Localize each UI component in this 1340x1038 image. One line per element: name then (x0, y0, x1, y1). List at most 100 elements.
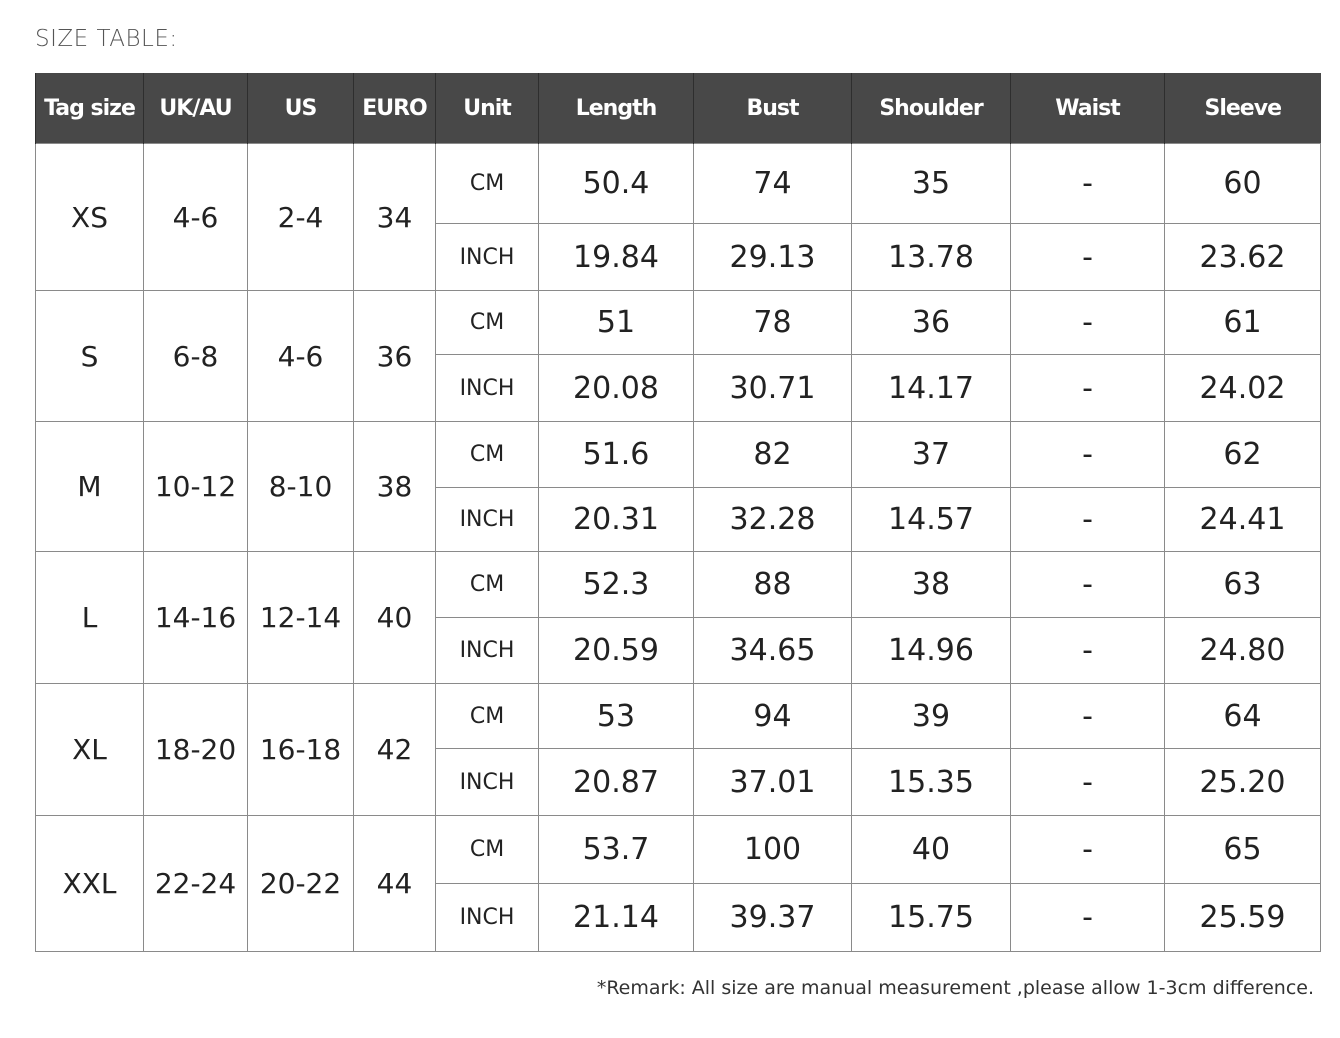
table-cell: 4-6 (247, 290, 354, 422)
table-cell: 16-18 (247, 683, 354, 816)
table-cell: S (35, 290, 144, 422)
table-cell: 53 (538, 683, 694, 749)
table-cell: 14.57 (851, 487, 1011, 552)
column-header: Unit (435, 73, 539, 144)
table-cell: 74 (693, 143, 852, 224)
unit-cell: INCH (435, 617, 539, 684)
table-cell: 60 (1164, 143, 1321, 224)
unit-cell: INCH (435, 354, 539, 422)
table-cell: 14-16 (143, 551, 248, 684)
table-cell: 62 (1164, 421, 1321, 488)
table-cell: 20.08 (538, 354, 694, 422)
table-cell: 15.75 (851, 883, 1011, 952)
table-cell: 40 (851, 815, 1011, 884)
column-header: Sleeve (1164, 73, 1321, 144)
table-cell: 39.37 (693, 883, 852, 952)
unit-cell: INCH (435, 487, 539, 552)
table-cell: 20-22 (247, 815, 354, 952)
table-cell: 22-24 (143, 815, 248, 952)
table-cell: 14.96 (851, 617, 1011, 684)
table-row: INCH 20.59 34.65 14.96-24.80 (36, 617, 1321, 684)
table-cell: - (1010, 290, 1165, 355)
table-cell: 25.59 (1164, 883, 1321, 952)
table-cell: 38 (353, 421, 436, 552)
table-cell: - (1010, 487, 1165, 552)
column-header: Length (538, 73, 694, 144)
table-row: INCH 20.31 32.28 14.57-24.41 (36, 487, 1321, 552)
table-cell: L (35, 551, 144, 684)
table-cell: 14.17 (851, 354, 1011, 422)
column-header: US (247, 73, 354, 144)
unit-cell: CM (435, 143, 539, 224)
table-cell: 53.7 (538, 815, 694, 884)
table-cell: 42 (353, 683, 436, 816)
table-cell: 24.80 (1164, 617, 1321, 684)
unit-cell: INCH (435, 883, 539, 952)
table-cell: 94 (693, 683, 852, 749)
unit-cell: INCH (435, 223, 539, 291)
page-title: SIZE TABLE: (35, 26, 178, 52)
table-cell: 20.87 (538, 748, 694, 816)
table-cell: 20.31 (538, 487, 694, 552)
table-row: XS 4-6 2-4 34 CM 50.4 74 35-60 (35, 143, 1321, 291)
table-cell: 8-10 (247, 421, 354, 552)
table-cell: - (1010, 748, 1165, 816)
table-cell: - (1010, 223, 1165, 291)
unit-cell: INCH (435, 748, 539, 816)
table-cell: - (1010, 683, 1165, 749)
size-table: Tag size UK/AU US EURO Unit Length Bust Shoulde… (35, 73, 1321, 952)
table-cell: 18-20 (143, 683, 248, 816)
table-row: INCH 21.14 39.37 15.75-25.59 (36, 883, 1321, 952)
table-row: S 6-8 4-6 36 CM 51 78 36-61 (35, 290, 1321, 422)
table-cell: 65 (1164, 815, 1321, 884)
column-header: EURO (353, 73, 436, 144)
table-cell: XS (35, 143, 144, 291)
table-cell: 34.65 (693, 617, 852, 684)
table-cell: 24.02 (1164, 354, 1321, 422)
table-cell: XL (35, 683, 144, 816)
header-row: Tag size UK/AU US EURO Unit Length Bust Shoulde… (35, 73, 1321, 144)
table-cell: 2-4 (247, 143, 354, 291)
remark-note: *Remark: All size are manual measurement… (596, 977, 1314, 999)
column-header: Waist (1010, 73, 1165, 144)
column-header: UK/AU (143, 73, 248, 144)
table-cell: 36 (353, 290, 436, 422)
table-cell: - (1010, 551, 1165, 618)
table-cell: 4-6 (143, 143, 248, 291)
table-row: M 10-12 8-10 38 CM 51.6 82 37-62 (35, 421, 1321, 552)
unit-cell: CM (435, 421, 539, 488)
table-row: INCH 20.87 37.01 15.35-25.20 (36, 748, 1321, 816)
table-cell: 39 (851, 683, 1011, 749)
table-cell: 10-12 (143, 421, 248, 552)
table-cell: 100 (693, 815, 852, 884)
table-cell: - (1010, 354, 1165, 422)
table-row: XXL 22-24 20-22 44 CM 53.7 100 40-65 (35, 815, 1321, 952)
unit-cell: CM (435, 290, 539, 355)
table-cell: 40 (353, 551, 436, 684)
table-cell: 30.71 (693, 354, 852, 422)
table-cell: 20.59 (538, 617, 694, 684)
table-cell: 25.20 (1164, 748, 1321, 816)
table-cell: 15.35 (851, 748, 1011, 816)
table-row: INCH 20.08 30.71 14.17-24.02 (36, 354, 1321, 422)
table-cell: 44 (353, 815, 436, 952)
table-cell: 19.84 (538, 223, 694, 291)
table-cell: M (35, 421, 144, 552)
table-cell: 21.14 (538, 883, 694, 952)
table-cell: 61 (1164, 290, 1321, 355)
table-cell: 24.41 (1164, 487, 1321, 552)
table-cell: 37 (851, 421, 1011, 488)
table-cell: 29.13 (693, 223, 852, 291)
table-cell: XXL (35, 815, 144, 952)
table-cell: - (1010, 617, 1165, 684)
column-header: Bust (693, 73, 852, 144)
column-header: Tag size (35, 73, 144, 144)
unit-cell: CM (435, 683, 539, 749)
table-row: XL 18-20 16-18 42 CM 53 94 39-64 (35, 683, 1321, 816)
table-cell: 78 (693, 290, 852, 355)
table-cell: 63 (1164, 551, 1321, 618)
table-cell: - (1010, 421, 1165, 488)
table-cell: 12-14 (247, 551, 354, 684)
table-cell: 35 (851, 143, 1011, 224)
table-cell: 38 (851, 551, 1011, 618)
